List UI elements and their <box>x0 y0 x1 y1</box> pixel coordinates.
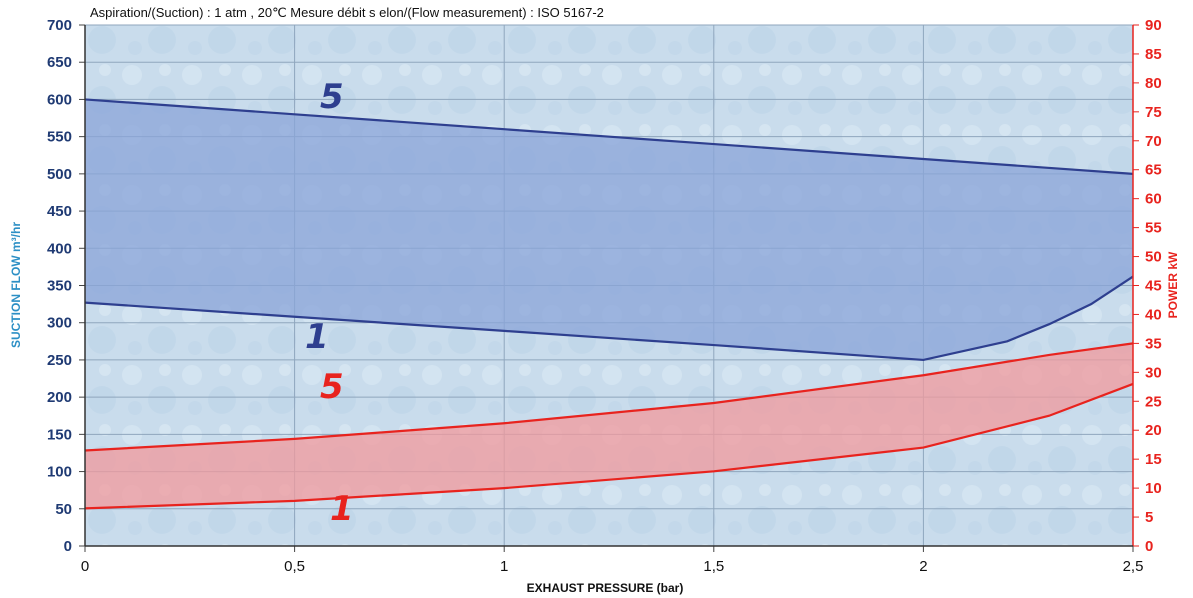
y-tick-label-left: 700 <box>47 17 72 34</box>
y-tick-label-right: 0 <box>1145 538 1153 555</box>
x-tick-label: 0,5 <box>284 558 305 575</box>
curve-label-upper: 5 <box>320 77 344 117</box>
y-tick-label-right: 80 <box>1145 75 1162 92</box>
x-tick-label: 0 <box>81 558 89 575</box>
y-tick-label-right: 30 <box>1145 364 1162 381</box>
y-tick-label-right: 40 <box>1145 306 1162 323</box>
x-tick-label: 2,5 <box>1123 558 1144 575</box>
x-tick-label: 1,5 <box>703 558 724 575</box>
y-tick-label-left: 350 <box>47 278 72 295</box>
y-tick-label-left: 650 <box>47 54 72 71</box>
y-tick-label-left: 200 <box>47 389 72 406</box>
y-tick-label-right: 35 <box>1145 335 1162 352</box>
y-tick-label-right: 60 <box>1145 191 1162 208</box>
y-tick-label-right: 85 <box>1145 46 1162 63</box>
y-tick-label-right: 20 <box>1145 422 1162 439</box>
x-tick-label: 1 <box>500 558 508 575</box>
band-area-suction-flow <box>85 99 1133 360</box>
band-area-power <box>85 343 1133 509</box>
axes: 0501001502002503003504004505005506006507… <box>47 17 1162 575</box>
y-tick-label-right: 75 <box>1145 104 1162 121</box>
y-tick-label-right: 65 <box>1145 162 1162 179</box>
y-tick-label-left: 450 <box>47 203 72 220</box>
y-tick-label-right: 5 <box>1145 509 1153 526</box>
curve-line-upper <box>84 98 1134 175</box>
y-tick-label-left: 100 <box>47 464 72 481</box>
y-axis-title-left: SUCTION FLOW m³/hr <box>9 222 23 348</box>
chart-subtitle: Aspiration/(Suction) : 1 atm , 20℃ Mesur… <box>90 5 604 20</box>
curve-label-upper: 5 <box>320 367 344 407</box>
y-tick-label-right: 45 <box>1145 278 1162 295</box>
y-tick-label-right: 25 <box>1145 393 1162 410</box>
y-tick-label-left: 150 <box>47 426 72 443</box>
y-tick-label-left: 300 <box>47 315 72 332</box>
y-tick-label-right: 50 <box>1145 249 1162 266</box>
y-tick-label-right: 90 <box>1145 17 1162 34</box>
y-axis-title-right: POWER kW <box>1166 251 1180 318</box>
y-tick-label-left: 400 <box>47 240 72 257</box>
y-tick-label-right: 55 <box>1145 220 1162 237</box>
y-tick-label-left: 500 <box>47 166 72 183</box>
x-axis-title: EXHAUST PRESSURE (bar) <box>527 581 684 595</box>
y-tick-label-left: 250 <box>47 352 72 369</box>
x-tick-label: 2 <box>919 558 927 575</box>
y-tick-label-left: 50 <box>55 501 72 518</box>
y-tick-label-right: 15 <box>1145 451 1162 468</box>
y-tick-label-left: 550 <box>47 129 72 146</box>
y-tick-label-left: 600 <box>47 91 72 108</box>
y-tick-label-right: 70 <box>1145 133 1162 150</box>
curve-label-lower: 1 <box>330 489 354 529</box>
areas: 5 1 5 1 <box>84 77 1134 529</box>
y-tick-label-left: 0 <box>64 538 72 555</box>
curve-label-lower: 1 <box>305 317 329 357</box>
y-tick-label-right: 10 <box>1145 480 1162 497</box>
